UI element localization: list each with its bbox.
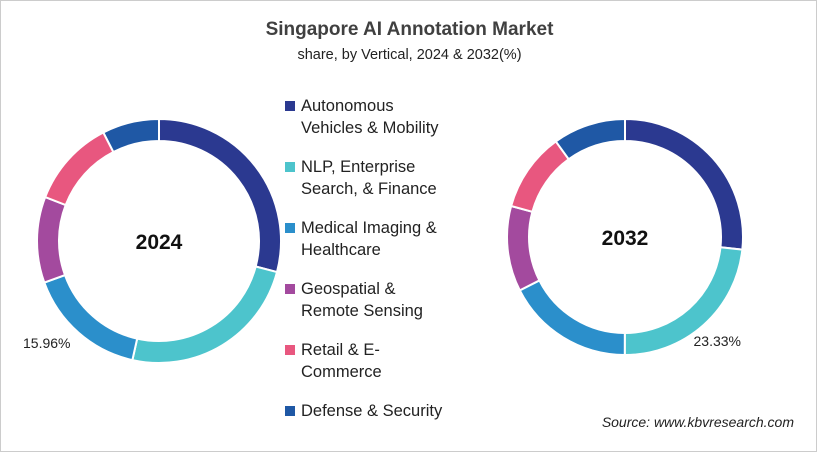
legend-item: Medical Imaging & Healthcare <box>285 217 485 261</box>
legend-label: NLP, Enterprise Search, & Finance <box>301 158 437 198</box>
legend-swatch <box>285 162 295 172</box>
legend-label: Medical Imaging & Healthcare <box>301 219 437 259</box>
legend: Autonomous Vehicles & Mobility NLP, Enter… <box>285 95 485 439</box>
donut-slice-2032-5 <box>554 117 626 161</box>
legend-item: Defense & Security <box>285 400 485 422</box>
legend-item: NLP, Enterprise Search, & Finance <box>285 156 485 200</box>
donut-slice-2024-5 <box>101 117 160 154</box>
legend-item: Autonomous Vehicles & Mobility <box>285 95 485 139</box>
legend-item: Retail & E- Commerce <box>285 339 485 383</box>
legend-label: Autonomous Vehicles & Mobility <box>301 97 439 137</box>
data-label: 15.96% <box>23 335 70 351</box>
donut-slice-2024-1 <box>131 265 279 364</box>
donut-center-label: 2024 <box>136 231 183 254</box>
donut-center-label: 2032 <box>602 227 649 250</box>
donut-slice-2032-2 <box>518 279 626 357</box>
legend-label: Defense & Security <box>301 402 443 420</box>
data-label: 23.33% <box>694 333 741 349</box>
legend-item: Geospatial & Remote Sensing <box>285 278 485 322</box>
donut-slice-2032-3 <box>506 204 541 292</box>
legend-swatch <box>285 406 295 416</box>
donut-slice-2032-4 <box>509 140 571 214</box>
legend-swatch <box>285 284 295 294</box>
legend-label: Geospatial & Remote Sensing <box>301 280 423 320</box>
legend-swatch <box>285 101 295 111</box>
source-note: Source: www.kbvresearch.com <box>601 414 794 430</box>
legend-swatch <box>285 345 295 355</box>
legend-swatch <box>285 223 295 233</box>
donut-slice-2024-4 <box>43 131 115 207</box>
legend-label: Retail & E- Commerce <box>301 341 382 381</box>
chart-subtitle: share, by Vertical, 2024 & 2032(%) <box>297 47 522 63</box>
chart-title: Singapore AI Annotation Market <box>265 19 554 40</box>
donut-slice-2024-3 <box>36 195 67 284</box>
